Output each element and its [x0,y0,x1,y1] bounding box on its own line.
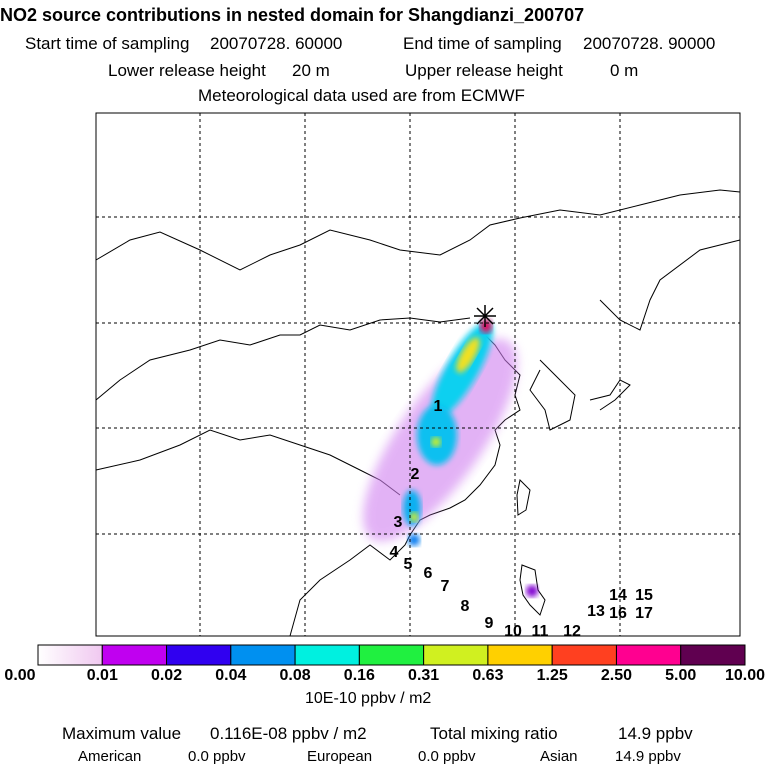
colorbar-tick-label: 10.00 [724,667,766,684]
colorbar-unit: 10E-10 ppbv / m2 [305,690,432,707]
colorbar-tick-label: 5.00 [665,667,697,684]
receptor-star-icon [474,305,496,327]
start-value: 20070728. 60000 [210,34,343,53]
trajectory-label: 1 [434,398,443,415]
trajectory-label: 5 [404,556,413,573]
trajectory-label: 6 [424,565,433,582]
colorbar-tick-label: 0.04 [215,667,247,684]
upper-label: Upper release height [405,61,563,80]
trajectory-label: 16 [609,605,627,622]
colorbar-bin [294,644,360,666]
end-label: End time of sampling [403,34,562,53]
asian-label: Asian [540,748,578,765]
lower-value: 20 m [292,61,330,80]
european-label: European [307,748,373,765]
colorbar-tick-label: 0.01 [86,667,118,684]
colorbar-bin [615,644,682,666]
colorbar-bin [37,644,103,666]
trajectory-label: 2 [411,466,420,483]
trajectory-label: 12 [563,623,581,640]
trajectory-label: 15 [635,587,653,604]
chart-title: NO2 source contributions in nested domai… [0,5,585,25]
upper-value: 0 m [610,61,639,80]
trajectory-label: 13 [587,603,605,620]
met-note: Meteorological data used are from ECMWF [198,86,525,105]
max-label: Maximum value [62,724,182,743]
plume [363,319,538,597]
colorbar-tick-label: 0.00 [4,667,36,684]
start-label: Start time of sampling [25,34,190,53]
trajectory-label: 9 [485,615,494,632]
max-value: 0.116E-08 ppbv / m2 [210,724,367,743]
trajectory-label: 8 [461,598,470,615]
trajectory-label: 11 [532,623,549,640]
colorbar-tick-label: 2.50 [600,667,633,684]
colorbar-tick-label: 1.25 [536,667,568,684]
colorbar-tick-label: 0.16 [343,667,375,684]
map-frame [95,112,741,637]
american-label: American [78,748,142,765]
trajectory-label: 10 [504,623,522,640]
colorbar-tick-label: 0.31 [408,667,440,684]
trajectory-label: 17 [635,605,653,622]
colorbar-bin [551,644,617,666]
colorbar-bin [166,644,232,666]
trajectory-label: 4 [390,544,399,561]
trajectory-label: 7 [441,578,450,595]
american-value: 0.0 ppbv [188,748,246,765]
trajectory-label: 14 [609,587,627,604]
colorbar-bin [680,644,746,666]
asian-value: 14.9 ppbv [615,748,681,765]
colorbar-bin [487,644,553,666]
total-value: 14.9 ppbv [618,724,693,743]
end-value: 20070728. 90000 [583,34,716,53]
colorbar-tick-label: 0.63 [472,667,504,684]
trajectory-label: 3 [394,514,403,531]
lower-label: Lower release height [108,61,266,80]
colorbar-bin [101,644,168,666]
total-label: Total mixing ratio [430,724,558,743]
colorbar-bin [423,644,489,666]
european-value: 0.0 ppbv [418,748,476,765]
grid-lines [96,113,740,636]
colorbar-tick-label: 0.02 [150,667,183,684]
colorbar-bin [358,644,425,666]
colorbar [37,644,746,666]
colorbar-tick-label: 0.08 [279,667,311,684]
colorbar-bin [230,644,296,666]
